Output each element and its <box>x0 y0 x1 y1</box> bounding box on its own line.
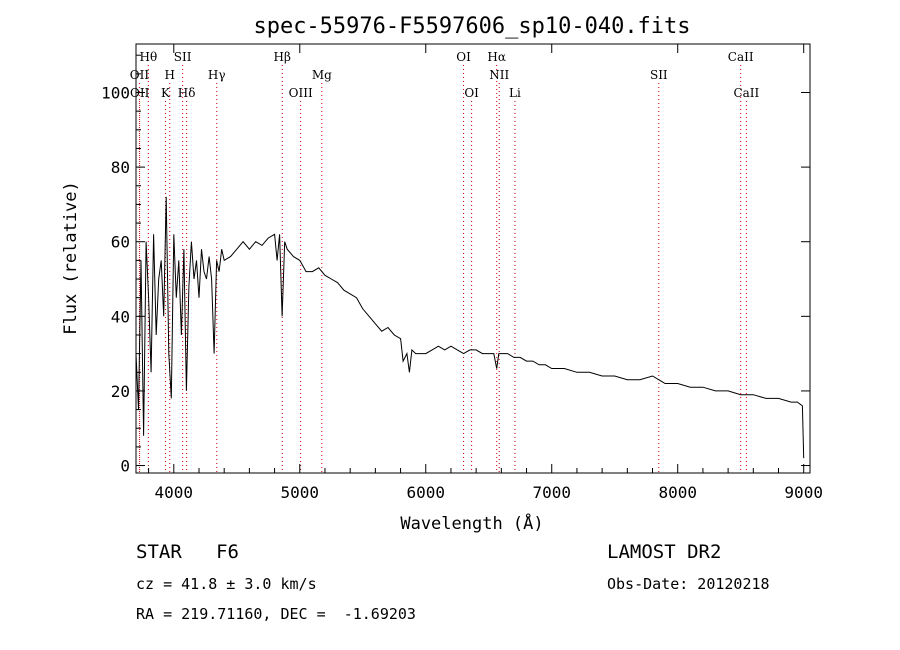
y-tick-label: 20 <box>111 382 130 401</box>
x-tick-label: 8000 <box>658 483 697 502</box>
line-marker-label: Hδ <box>178 86 196 100</box>
y-tick-label: 100 <box>101 83 130 102</box>
x-tick-label: 9000 <box>784 483 823 502</box>
x-axis-label: Wavelength (Å) <box>400 512 543 534</box>
line-marker-label: OII <box>130 68 150 82</box>
chart-title: spec-55976-F5597606_sp10-040.fits <box>253 14 690 39</box>
object-class: STAR F6 <box>136 541 239 563</box>
redshift-velocity: cz = 41.8 ± 3.0 km/s <box>136 575 317 593</box>
line-marker-label: Hβ <box>274 50 291 64</box>
line-marker-label: OII <box>130 86 150 100</box>
line-marker-label: OI <box>464 86 479 100</box>
spectrum-line <box>135 196 805 459</box>
plot-frame <box>135 43 811 474</box>
line-marker-label: Hθ <box>139 50 157 64</box>
line-marker-label: Hα <box>487 50 506 64</box>
line-marker-label: CaII <box>728 50 754 64</box>
y-tick-label: 0 <box>120 457 130 476</box>
line-marker-label: H <box>165 68 175 82</box>
y-axis-label: Flux (relative) <box>61 181 81 335</box>
line-marker-label: OI <box>456 50 471 64</box>
line-marker-label: SII <box>174 50 192 64</box>
line-marker-label: NII <box>489 68 509 82</box>
sky-coordinates: RA = 219.71160, DEC = -1.69203 <box>136 605 416 623</box>
line-marker-label: SII <box>650 68 668 82</box>
axis-ticks: 4000 5000 6000 7000 8000 9000 0 20 40 60 80 100 <box>101 44 823 502</box>
line-marker-label: Hγ <box>208 68 226 82</box>
line-marker-label: Mg <box>312 68 332 82</box>
x-tick-label: 7000 <box>532 483 571 502</box>
observation-date: Obs-Date: 20120218 <box>607 575 770 593</box>
x-tick-label: 6000 <box>406 483 445 502</box>
x-tick-label: 5000 <box>281 483 320 502</box>
line-marker-label: OIII <box>289 86 313 100</box>
line-marker-label: CaII <box>733 86 759 100</box>
y-tick-label: 40 <box>111 307 130 326</box>
line-marker-label: K <box>161 86 171 100</box>
y-tick-label: 80 <box>111 158 130 177</box>
x-tick-label: 4000 <box>155 483 194 502</box>
line-marker-label: Li <box>509 86 521 100</box>
survey-name: LAMOST DR2 <box>607 541 722 563</box>
y-tick-label: 60 <box>111 233 130 252</box>
